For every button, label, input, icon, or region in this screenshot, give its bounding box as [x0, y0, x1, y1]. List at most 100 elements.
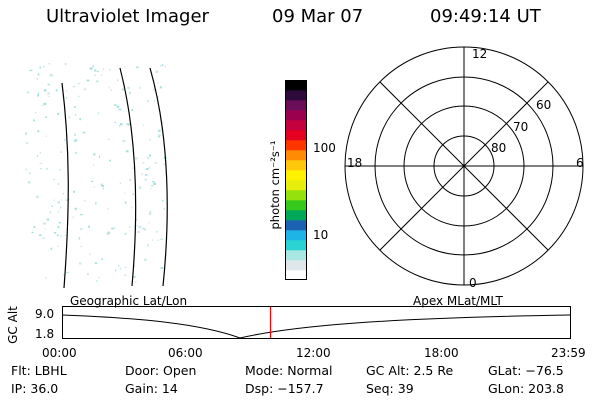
speckle [136, 224, 138, 227]
speckle [68, 116, 71, 119]
speckle [124, 201, 127, 204]
speckle [110, 89, 112, 91]
speckle [155, 70, 159, 73]
speckle [109, 69, 112, 71]
lat-line-3 [149, 67, 168, 287]
speckle [119, 124, 121, 128]
speckle [64, 138, 66, 141]
colorbar-band [285, 90, 307, 101]
speckle [72, 86, 75, 88]
speckle [37, 73, 40, 76]
speckle [107, 208, 110, 210]
speckle [131, 206, 133, 208]
x-tick-1800: 18:00 [424, 346, 459, 360]
speckle [50, 247, 53, 250]
speckle [132, 193, 134, 195]
x-tick-2359: 23:59 [551, 346, 586, 360]
speckle [144, 179, 147, 181]
speckle [160, 266, 164, 269]
speckle [157, 129, 161, 132]
speckle [139, 87, 141, 89]
speckle [47, 92, 50, 95]
dsp-info: Dsp: −157.7 [245, 381, 324, 396]
speckle [101, 184, 104, 187]
speckle [148, 221, 150, 224]
speckle [158, 134, 161, 137]
mode-info: Mode: Normal [245, 363, 333, 378]
speckle [45, 135, 47, 137]
mlat-label-80: 80 [491, 141, 507, 155]
speckle [44, 228, 47, 230]
speckle [27, 181, 31, 184]
speckle [49, 211, 52, 214]
colorbar-band [285, 120, 307, 131]
speckle [36, 195, 39, 199]
speckle [96, 280, 98, 282]
speckle [133, 276, 136, 278]
speckle [37, 130, 40, 133]
mlt-label-6: 6 [576, 156, 584, 170]
speckle [64, 63, 67, 66]
speckle [56, 234, 59, 236]
speckle [89, 67, 93, 70]
colorbar-outline [285, 80, 307, 280]
speckle [144, 174, 148, 176]
speckle [74, 207, 77, 210]
speckle [135, 218, 138, 221]
speckle [153, 182, 157, 185]
speckle [155, 230, 158, 233]
speckle [92, 65, 94, 68]
speckle [114, 226, 116, 229]
speckle [133, 265, 135, 268]
speckle [59, 169, 61, 171]
y-tick-1-8: 1.8 [35, 327, 55, 341]
speckle [108, 86, 110, 89]
speckle [124, 266, 127, 268]
colorbar-band [285, 210, 307, 221]
speckle [84, 199, 86, 202]
speckle [124, 66, 126, 68]
speckle [66, 90, 68, 92]
speckle [118, 265, 120, 267]
speckle [115, 269, 117, 272]
speckle [57, 210, 60, 213]
speckle [78, 82, 81, 85]
speckle [132, 167, 135, 169]
speckle [139, 186, 141, 189]
gc-alt-axis-title: GC Alt [6, 306, 20, 344]
speckle [107, 138, 110, 140]
mlat-mlt-polar-plot [344, 46, 584, 286]
speckle [154, 162, 158, 164]
seq-info: Seq: 39 [366, 381, 414, 396]
colorbar-band [285, 110, 307, 121]
speckle [39, 66, 41, 69]
speckle [53, 179, 55, 181]
speckle [37, 94, 39, 97]
speckle [62, 193, 64, 195]
speckle [53, 199, 55, 201]
speckle [114, 121, 117, 123]
speckle [73, 190, 75, 193]
speckle [157, 82, 159, 84]
speckle [98, 112, 100, 115]
speckle [142, 162, 145, 164]
speckle [163, 207, 165, 210]
speckle [57, 245, 59, 247]
altitude-strip [61, 306, 571, 339]
colorbar-band [285, 240, 307, 251]
speckle [136, 66, 139, 69]
speckle [40, 168, 43, 170]
speckle [47, 83, 50, 86]
speckle [100, 183, 103, 186]
speckle [78, 95, 80, 98]
speckle [78, 237, 81, 241]
speckle [87, 273, 89, 275]
speckle [65, 272, 69, 274]
speckle [126, 123, 130, 125]
speckle [60, 234, 62, 237]
speckle [74, 106, 76, 108]
speckle [57, 183, 60, 185]
speckle [124, 274, 127, 277]
speckle [79, 228, 83, 230]
speckle [33, 226, 36, 228]
